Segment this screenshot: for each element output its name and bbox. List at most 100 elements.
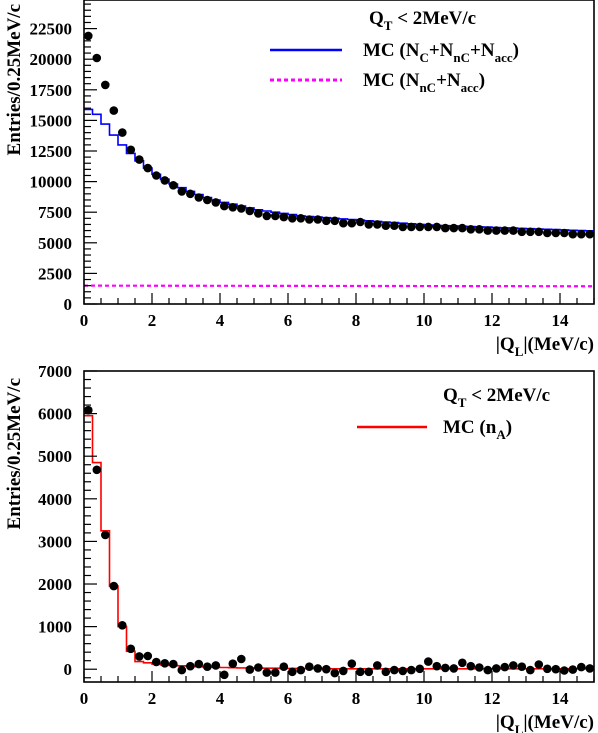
- data-point: [245, 206, 255, 216]
- x-tick-label: 4: [216, 689, 225, 708]
- x-tick-label: 2: [148, 311, 157, 330]
- data-point: [492, 664, 501, 673]
- data-point: [458, 658, 467, 668]
- y-tick-label: 5000: [38, 447, 72, 466]
- data-point: [126, 145, 136, 155]
- data-point: [279, 662, 289, 671]
- data-point: [253, 209, 263, 218]
- data-point: [551, 664, 561, 674]
- data-point: [322, 664, 331, 674]
- data-point: [143, 651, 153, 661]
- y-tick-label: 5000: [38, 234, 72, 253]
- data-point: [177, 665, 187, 675]
- legend-label-1: MC (nA): [443, 417, 512, 442]
- data-point: [220, 670, 229, 680]
- data-point: [271, 211, 280, 221]
- data-point: [228, 203, 238, 212]
- data-point: [475, 225, 484, 234]
- data-point: [347, 218, 357, 228]
- data-point: [288, 214, 297, 223]
- data-point: [415, 222, 425, 232]
- data-point: [305, 662, 314, 671]
- data-point: [109, 581, 119, 591]
- legend-label-2: MC (NnC+Nacc): [363, 70, 485, 95]
- data-point: [398, 222, 408, 232]
- data-point: [279, 212, 289, 222]
- data-point: [390, 221, 399, 230]
- data-point: [313, 664, 323, 673]
- data-point: [441, 223, 450, 233]
- data-point: [160, 659, 170, 668]
- x-axis-label: |QL|(MeV/c): [496, 334, 594, 359]
- data-point: [500, 662, 510, 672]
- data-point: [373, 220, 382, 229]
- y-tick-label: 7000: [38, 362, 72, 381]
- data-point: [441, 663, 450, 673]
- data-point: [339, 666, 348, 676]
- y-tick-label: 6000: [38, 405, 72, 424]
- x-tick-label: 10: [416, 689, 433, 708]
- x-tick-label: 0: [80, 311, 89, 330]
- y-tick-label: 4000: [38, 490, 72, 509]
- legend-label-1: MC (NC+NnC+Nacc): [363, 40, 519, 65]
- x-tick-label: 12: [484, 311, 501, 330]
- chart-panel-2: 0 2 4 6 8 10 12 14 0 1000 2000 3000 4000 5000 6000 7000…: [4, 362, 595, 733]
- data-point: [534, 660, 544, 669]
- cut-annotation: QT < 2MeV/c: [443, 385, 550, 410]
- data-point: [483, 226, 493, 235]
- data-point: [118, 128, 127, 137]
- plot-frame: [83, 370, 595, 683]
- data-point: [458, 223, 467, 233]
- y-tick-label: 0: [64, 295, 73, 314]
- data-point: [543, 228, 552, 238]
- data-point: [364, 667, 374, 677]
- data-point: [534, 227, 544, 237]
- data-point: [509, 226, 518, 235]
- data-point: [152, 171, 161, 180]
- data-point: [551, 228, 561, 238]
- x-tick-label: 6: [284, 689, 293, 708]
- data-point: [92, 53, 102, 63]
- data-point: [135, 652, 144, 661]
- data-point: [262, 211, 272, 221]
- y-tick-label: 10000: [30, 173, 73, 192]
- x-tick-label: 0: [80, 689, 89, 708]
- data-point: [169, 659, 178, 669]
- data-point: [526, 227, 535, 237]
- data-point: [424, 657, 433, 666]
- data-point: [568, 665, 578, 674]
- y-tick-label: 2500: [38, 264, 72, 283]
- y-tick-label: 12500: [30, 142, 73, 161]
- data-point: [101, 530, 110, 540]
- y-tick-label: 0: [64, 660, 73, 679]
- data-point: [585, 229, 594, 239]
- data-point: [92, 465, 102, 475]
- data-point: [237, 654, 246, 664]
- x-tick-label: 10: [416, 311, 433, 330]
- data-point: [169, 181, 178, 190]
- data-point: [101, 80, 110, 90]
- data-point: [560, 666, 569, 675]
- data-point: [330, 668, 340, 678]
- data-point: [109, 106, 119, 115]
- series-histogram-1: [84, 108, 594, 232]
- x-tick-label: 8: [352, 311, 361, 330]
- data-point: [356, 667, 365, 677]
- data-point: [517, 662, 527, 671]
- x-tick-label: 2: [148, 689, 157, 708]
- data-point: [492, 226, 501, 235]
- y-tick-label: 22500: [30, 20, 73, 39]
- x-tick-label: 4: [216, 311, 225, 330]
- y-tick-label: 17500: [30, 81, 73, 100]
- data-point: [466, 225, 476, 234]
- data-point: [228, 659, 238, 668]
- data-point: [390, 665, 399, 675]
- data-point: [220, 201, 229, 211]
- data-point: [364, 220, 374, 229]
- data-point: [194, 193, 204, 202]
- cut-annotation: QT < 2MeV/c: [369, 8, 476, 33]
- y-tick-label: 3000: [38, 532, 72, 551]
- data-point: [381, 667, 391, 677]
- data-point: [577, 662, 586, 672]
